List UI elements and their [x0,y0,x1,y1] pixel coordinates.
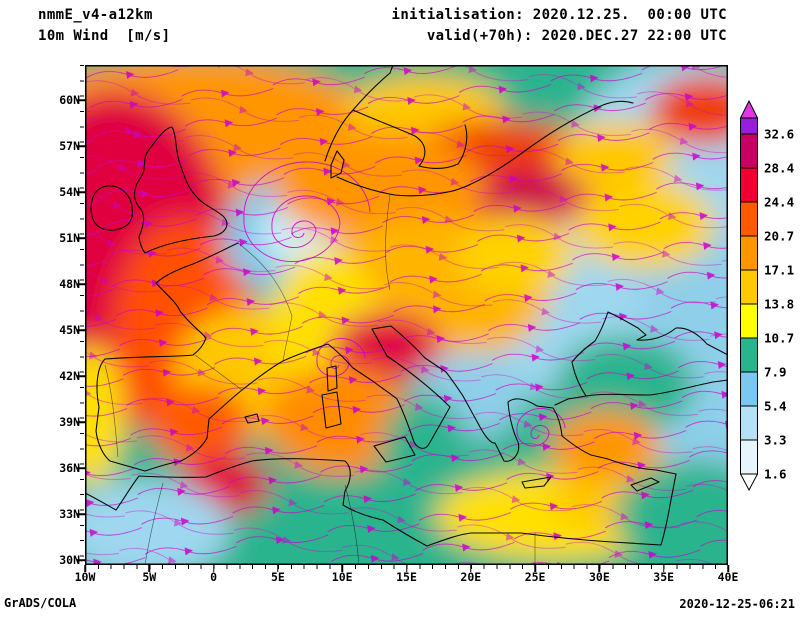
lat-tick [77,375,85,377]
colorbar-value-label: 20.7 [764,228,795,244]
colorbar-top-arrow [739,99,759,119]
lon-label: 0 [210,570,218,584]
colorbar-segment [740,201,758,237]
lat-label: 36N [59,461,80,475]
lon-label: 5E [270,570,285,584]
lat-label: 45N [59,323,80,337]
streamlines-overlay [85,65,728,565]
lon-label: 10E [331,570,353,584]
lon-label: 40E [717,570,739,584]
lon-tick [148,565,151,572]
colorbar-value-label: 10.7 [764,330,795,346]
colorbar-value-label: 7.9 [764,364,787,380]
initialisation-time: initialisation: 2020.12.25. 00:00 UTC [391,7,727,23]
colorbar-bottom-arrow [739,473,759,492]
lat-label: 42N [59,369,80,383]
lat-tick [77,559,85,561]
creation-timestamp: 2020-12-25-06:21 [679,597,795,611]
field-title: 10m Wind [m/s] [38,28,171,44]
lat-tick [77,99,85,101]
lon-label: 15E [396,570,417,584]
lon-label: 25E [524,570,546,584]
colorbar-segment [740,439,758,475]
colorbar-value-label: 5.4 [764,398,787,414]
lat-tick [77,329,85,331]
valid-time: valid(+70h): 2020.DEC.27 22:00 UTC [426,28,727,44]
lat-tick [77,191,85,193]
lon-tick [470,565,472,572]
lat-tick [77,467,85,469]
colorbar-segment [740,337,758,373]
colorbar-segment [740,405,758,441]
lat-label: 33N [59,507,80,521]
lon-tick [598,565,601,572]
lon-label: 10W [74,570,96,584]
lat-label: 60N [59,93,80,107]
model-name: nmmE_v4-a12km [38,7,153,23]
colorbar-segment [740,371,758,407]
colorbar-value-label: 28.4 [764,160,795,176]
lon-label: 20E [460,570,482,584]
lat-tick [77,513,85,515]
lon-tick [662,565,665,572]
lon-label: 35E [653,570,675,584]
lon-tick [727,565,729,572]
colorbar-value-label: 32.6 [764,126,795,142]
colorbar-value-label: 24.4 [764,194,795,210]
colorbar-value-label: 17.1 [764,262,795,278]
lat-label: 54N [59,185,80,199]
lon-tick [341,565,343,572]
vortex-north-sea [243,161,371,263]
lat-label: 51N [59,231,80,245]
colorbar-segment [740,269,758,305]
lat-minor-ticks [80,65,84,565]
colorbar-segment [740,235,758,271]
lat-tick [77,283,85,285]
lat-label: 30N [59,553,80,567]
colorbar-segment [740,303,758,339]
colorbar [739,99,759,495]
lon-label: 5W [142,570,157,584]
lat-tick [77,237,85,239]
grads-attribution: GrADS/COLA [4,596,77,610]
vortex-ionian [516,407,566,447]
lon-tick [84,565,86,572]
lon-tick [277,565,279,572]
colorbar-value-label: 13.8 [764,296,795,312]
lat-label: 48N [59,277,80,291]
lon-tick [534,565,536,572]
lon-label: 30E [589,570,610,584]
lat-label: 39N [59,415,80,429]
lat-tick [77,145,85,147]
colorbar-segment [740,133,758,169]
colorbar-value-label: 3.3 [764,432,787,448]
colorbar-value-label: 1.6 [764,466,787,482]
coastlines [85,65,728,547]
country-borders [104,194,536,565]
colorbar-segment [740,167,758,203]
map-frame [85,65,728,565]
colorbar-segment [740,117,758,135]
lon-tick [405,565,408,572]
lat-label: 57N [59,139,80,153]
lat-tick [77,421,85,423]
lon-tick [212,565,215,572]
wind-map [85,65,728,565]
